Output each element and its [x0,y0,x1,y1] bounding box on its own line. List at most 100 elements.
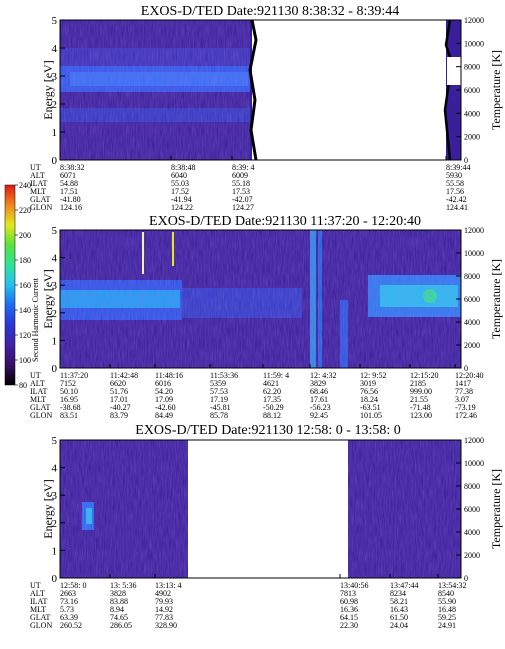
energy-tick-label: 3 [52,71,58,83]
panel-3-plot [59,439,462,579]
orbit-value: -73.19 [455,403,476,412]
orbit-value: 11:37:20 [60,371,88,380]
colorbar-tick-label: 120 [19,331,31,340]
temperature-tick-label: 6000 [464,86,480,95]
orbit-row-label: ALT [30,379,45,388]
orbit-value: 5359 [210,379,226,388]
panel-1: EXOS-D/TED Date:921130 8:38:32 - 8:39:44… [30,4,503,212]
orbit-row-label: ILAT [30,597,47,606]
orbit-value: 12:20:40 [455,371,483,380]
colorbar-tick-label: 200 [19,231,31,240]
temperature-tick-label: 10000 [464,459,484,468]
energy-tick-label: 1 [52,335,58,347]
temperature-tick-label: 0 [464,574,468,583]
orbit-value: 328.90 [155,621,177,630]
orbit-value: 50.10 [60,387,78,396]
orbit-value: 6620 [110,379,126,388]
orbit-value: 11:53:36 [210,371,238,380]
orbit-value: 24.91 [438,621,456,630]
temperature-tick-label: 12000 [464,226,484,235]
orbit-value: 13:13: 4 [155,581,181,590]
orbit-value: 58.21 [390,597,408,606]
colorbar: 80 100 120 140 160 180 200 220 240 Second Harmon… [4,181,40,390]
orbit-value: 172.46 [455,411,477,420]
temperature-tick-label: 6000 [464,505,480,514]
orbit-value: 16.36 [340,605,358,614]
panel-2-ylabel: Energy [eV] [41,269,55,328]
orbit-value: 85.78 [210,411,228,420]
energy-tick-label: 2 [52,308,58,320]
orbit-value: 123.00 [410,411,432,420]
panel-3-texture-left [60,440,188,578]
orbit-value: 92.45 [310,411,328,420]
panel-1-right-cut [447,57,461,85]
panel-2-ylabel-right: Temperature [K] [489,259,503,339]
orbit-row-label: GLAT [30,403,51,412]
orbit-value: -41.94 [171,195,192,204]
orbit-value: -38.68 [60,403,81,412]
panel-2: EXOS-D/TED Date:921130 11:37:20 - 12:20:… [30,214,503,420]
panel-3-left-ticks: 0 1 2 3 4 5 [52,435,65,585]
temperature-tick-label: 4000 [464,528,480,537]
orbit-value: 3829 [310,379,326,388]
orbit-value: 11:59: 4 [263,371,289,380]
orbit-row-label: GLAT [30,195,51,204]
orbit-value: 83.51 [60,411,78,420]
panel-3: EXOS-D/TED Date:921130 12:58: 0 - 13:58:… [30,423,503,630]
orbit-value: 8234 [390,589,406,598]
panel-3-texture-right [348,440,461,578]
panel-3-title: EXOS-D/TED Date:921130 12:58: 0 - 13:58:… [135,423,400,438]
orbit-row-label: ALT [30,171,45,180]
orbit-value: 6009 [232,171,248,180]
energy-tick-label: 4 [52,43,58,55]
orbit-row-label: ILAT [30,179,47,188]
panel-1-orbit-table: UTALTILATMLTGLATGLON8:38:32607154.8817.5… [30,156,470,212]
orbit-value: 12: 4:32 [310,371,336,380]
orbit-row-label: MLT [30,605,46,614]
panel-1-ylabel: Energy [eV] [41,60,55,119]
orbit-value: 124.41 [446,203,468,212]
orbit-value: 54.20 [155,387,173,396]
orbit-value: 7813 [340,589,356,598]
temperature-tick-label: 12000 [464,16,484,25]
orbit-value: 5.73 [60,605,74,614]
energy-tick-label: 5 [52,435,58,447]
energy-tick-label: 2 [52,99,58,111]
orbit-value: 88.12 [263,411,281,420]
panel-1-gap-edge-left [248,19,258,161]
temperature-tick-label: 0 [464,364,468,373]
colorbar-tick-label: 220 [19,206,31,215]
orbit-value: 13:40:56 [340,581,368,590]
orbit-value: 8540 [438,589,454,598]
orbit-value: 60.98 [340,597,358,606]
orbit-value: -42.42 [446,195,467,204]
orbit-value: 55.03 [171,179,189,188]
temperature-tick-label: 0 [464,156,468,165]
orbit-value: -45.81 [210,403,231,412]
orbit-value: 17.61 [310,395,328,404]
panel-1-title: EXOS-D/TED Date:921130 8:38:32 - 8:39:44 [141,4,399,19]
orbit-value: 62.20 [263,387,281,396]
orbit-value: 11:42:48 [110,371,138,380]
orbit-value: -63.51 [360,403,381,412]
panel-2-left-ticks: 0 1 2 3 4 5 [52,225,65,375]
temperature-tick-label: 8000 [464,272,480,281]
orbit-value: 8:38:32 [60,163,84,172]
orbit-value: 18.24 [360,395,378,404]
orbit-value: 13:47:44 [390,581,418,590]
orbit-value: 61.50 [390,613,408,622]
panel-3-ylabel: Energy [eV] [41,479,55,538]
temperature-tick-label: 8000 [464,482,480,491]
orbit-value: 68.46 [310,387,328,396]
energy-tick-label: 5 [52,15,58,27]
energy-tick-label: 4 [52,463,58,475]
temperature-tick-label: 2000 [464,551,480,560]
orbit-value: -50.29 [263,403,284,412]
orbit-value: 8:39: 4 [232,163,254,172]
temperature-tick-label: 10000 [464,39,484,48]
panel-1-gap [252,20,446,160]
panel-1-plot [59,19,462,161]
orbit-value: -42.60 [155,403,176,412]
